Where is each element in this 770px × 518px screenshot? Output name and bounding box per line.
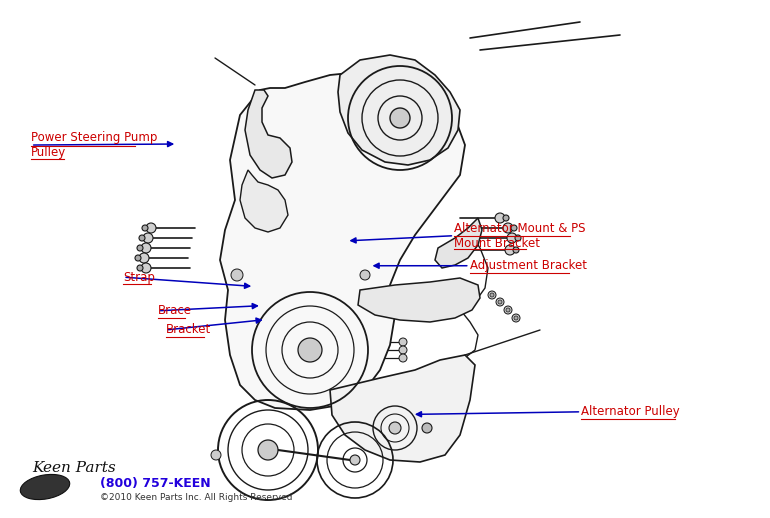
- Circle shape: [135, 255, 141, 261]
- Circle shape: [389, 422, 401, 434]
- Circle shape: [505, 245, 515, 255]
- Text: Alternator Mount & PS
Mount Bracket: Alternator Mount & PS Mount Bracket: [454, 222, 586, 250]
- Circle shape: [507, 233, 517, 243]
- Circle shape: [137, 265, 143, 271]
- Circle shape: [512, 314, 520, 322]
- Circle shape: [139, 253, 149, 263]
- Circle shape: [399, 338, 407, 346]
- Text: Power Steering Pump
Pulley: Power Steering Pump Pulley: [31, 131, 157, 159]
- Polygon shape: [338, 55, 460, 165]
- Circle shape: [490, 293, 494, 297]
- Circle shape: [495, 213, 505, 223]
- Circle shape: [298, 338, 322, 362]
- Circle shape: [506, 308, 510, 312]
- Text: Strap: Strap: [123, 270, 155, 284]
- Circle shape: [141, 263, 151, 273]
- Polygon shape: [330, 355, 475, 462]
- Circle shape: [514, 316, 518, 320]
- Circle shape: [511, 225, 517, 231]
- Text: Bracket: Bracket: [166, 323, 211, 337]
- Circle shape: [488, 291, 496, 299]
- Circle shape: [399, 346, 407, 354]
- Polygon shape: [435, 218, 482, 268]
- Polygon shape: [240, 170, 288, 232]
- Circle shape: [146, 223, 156, 233]
- Circle shape: [211, 450, 221, 460]
- Polygon shape: [245, 90, 292, 178]
- Circle shape: [515, 235, 521, 241]
- Text: Adjustment Bracket: Adjustment Bracket: [470, 259, 587, 272]
- Text: Brace: Brace: [158, 304, 192, 318]
- Circle shape: [503, 215, 509, 221]
- Circle shape: [503, 223, 513, 233]
- Circle shape: [350, 455, 360, 465]
- Circle shape: [258, 440, 278, 460]
- Polygon shape: [358, 278, 480, 322]
- Text: Alternator Pulley: Alternator Pulley: [581, 405, 680, 419]
- Circle shape: [360, 270, 370, 280]
- Circle shape: [231, 269, 243, 281]
- Circle shape: [496, 298, 504, 306]
- Circle shape: [142, 225, 148, 231]
- Circle shape: [141, 243, 151, 253]
- Polygon shape: [220, 72, 465, 410]
- Circle shape: [390, 108, 410, 128]
- Circle shape: [422, 423, 432, 433]
- Circle shape: [137, 245, 143, 251]
- Text: Keen Parts: Keen Parts: [32, 461, 115, 475]
- Circle shape: [513, 247, 519, 253]
- Circle shape: [143, 233, 153, 243]
- Circle shape: [498, 300, 502, 304]
- Ellipse shape: [20, 474, 70, 499]
- Text: (800) 757-KEEN: (800) 757-KEEN: [100, 477, 211, 490]
- Circle shape: [399, 354, 407, 362]
- Circle shape: [504, 306, 512, 314]
- Text: ©2010 Keen Parts Inc. All Rights Reserved: ©2010 Keen Parts Inc. All Rights Reserve…: [100, 493, 293, 501]
- Circle shape: [139, 235, 145, 241]
